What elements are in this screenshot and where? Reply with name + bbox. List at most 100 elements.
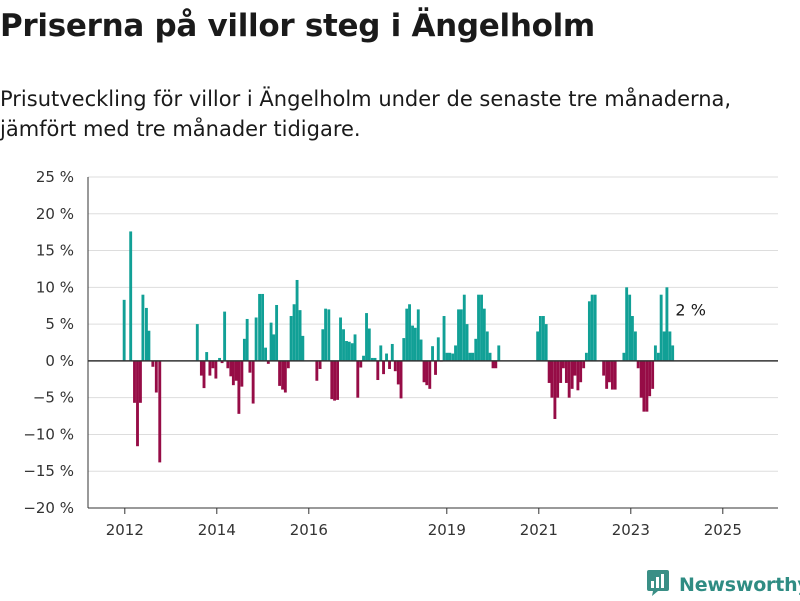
- bar: [158, 360, 162, 463]
- bar: [477, 294, 480, 361]
- bar: [448, 352, 452, 361]
- bar: [301, 335, 305, 361]
- bar: [459, 309, 463, 361]
- bar: [436, 337, 440, 361]
- bar: [390, 343, 394, 361]
- bar: [538, 316, 542, 361]
- bar: [411, 325, 414, 361]
- newsworthy-logo-icon: [645, 569, 671, 601]
- bar: [648, 360, 652, 397]
- bar: [122, 299, 126, 361]
- chart-title: Priserna på villor steg i Ängelholm: [0, 8, 595, 44]
- x-tick-label: 2019: [428, 521, 466, 539]
- bar: [651, 360, 655, 389]
- bar: [413, 327, 417, 361]
- bar: [327, 309, 331, 361]
- y-tick-label: −20 %: [23, 499, 74, 517]
- bar: [564, 360, 568, 383]
- bar: [264, 347, 267, 361]
- bar: [324, 308, 328, 361]
- bar: [298, 310, 302, 361]
- bar: [642, 360, 646, 412]
- bar: [561, 360, 565, 369]
- bar: [151, 360, 155, 367]
- y-tick-label: −5 %: [33, 389, 74, 407]
- bar: [342, 329, 345, 361]
- bar: [590, 294, 594, 361]
- bar: [362, 355, 365, 361]
- bar: [231, 360, 235, 386]
- bar: [245, 318, 249, 361]
- bar: [345, 341, 348, 361]
- bar: [431, 346, 434, 361]
- bar: [229, 360, 233, 377]
- bar: [668, 331, 672, 361]
- bar: [633, 331, 637, 361]
- bar: [129, 231, 133, 361]
- bar: [240, 360, 244, 387]
- y-tick-label: 20 %: [36, 205, 74, 223]
- y-tick-label: 10 %: [36, 278, 74, 296]
- bar: [379, 345, 383, 361]
- bar: [480, 294, 483, 361]
- bar: [607, 360, 611, 383]
- bar: [133, 360, 136, 403]
- x-tick-label: 2016: [290, 521, 328, 539]
- y-tick-label: 15 %: [36, 242, 74, 260]
- bar: [393, 360, 397, 372]
- bar: [579, 360, 583, 383]
- bars: [122, 231, 675, 463]
- bar: [226, 360, 230, 369]
- bar: [425, 360, 429, 386]
- bar: [671, 345, 675, 361]
- bar: [350, 343, 354, 361]
- bar: [214, 360, 218, 379]
- bar: [356, 360, 360, 398]
- bar: [237, 360, 241, 414]
- bar: [199, 360, 203, 376]
- bar: [665, 287, 669, 361]
- bar: [154, 360, 158, 393]
- bar: [541, 316, 545, 361]
- bar: [347, 341, 351, 361]
- bar: [434, 360, 437, 375]
- bar: [462, 294, 466, 361]
- y-tick-label: 0 %: [45, 352, 74, 370]
- bar: [373, 357, 377, 361]
- bar: [333, 360, 336, 401]
- bar: [570, 360, 574, 389]
- bar: [559, 360, 563, 383]
- bar: [645, 360, 649, 412]
- bar: [625, 287, 629, 361]
- bar: [388, 360, 391, 369]
- bar: [567, 360, 571, 398]
- bar: [468, 352, 472, 361]
- bar: [281, 360, 285, 390]
- bar: [454, 345, 457, 361]
- bar: [471, 352, 475, 361]
- bar: [630, 316, 634, 361]
- bar: [234, 360, 238, 381]
- bar: [223, 311, 227, 361]
- bar: [292, 304, 296, 361]
- bar: [266, 360, 270, 364]
- chart-subtitle: Prisutveckling för villor i Ängelholm un…: [0, 87, 732, 141]
- x-tick-label: 2012: [106, 521, 144, 539]
- tick-labels: −20 % −15 % −10 % −5 % 0 % 5 % 10 % 15 % 20 % 25 …: [23, 168, 742, 539]
- bar: [451, 353, 455, 361]
- bar: [218, 357, 221, 361]
- bar: [659, 294, 663, 361]
- axes: [87, 177, 778, 514]
- bar: [208, 360, 212, 376]
- bar: [628, 294, 632, 361]
- brand-name: Newsworthy: [679, 574, 800, 596]
- bar: [593, 294, 597, 361]
- bar: [195, 324, 199, 361]
- bar: [445, 352, 449, 361]
- bar: [602, 360, 606, 376]
- bar: [656, 352, 660, 361]
- bar: [278, 360, 282, 386]
- bar: [653, 345, 657, 361]
- x-tick-label: 2025: [704, 521, 742, 539]
- bar: [251, 360, 255, 404]
